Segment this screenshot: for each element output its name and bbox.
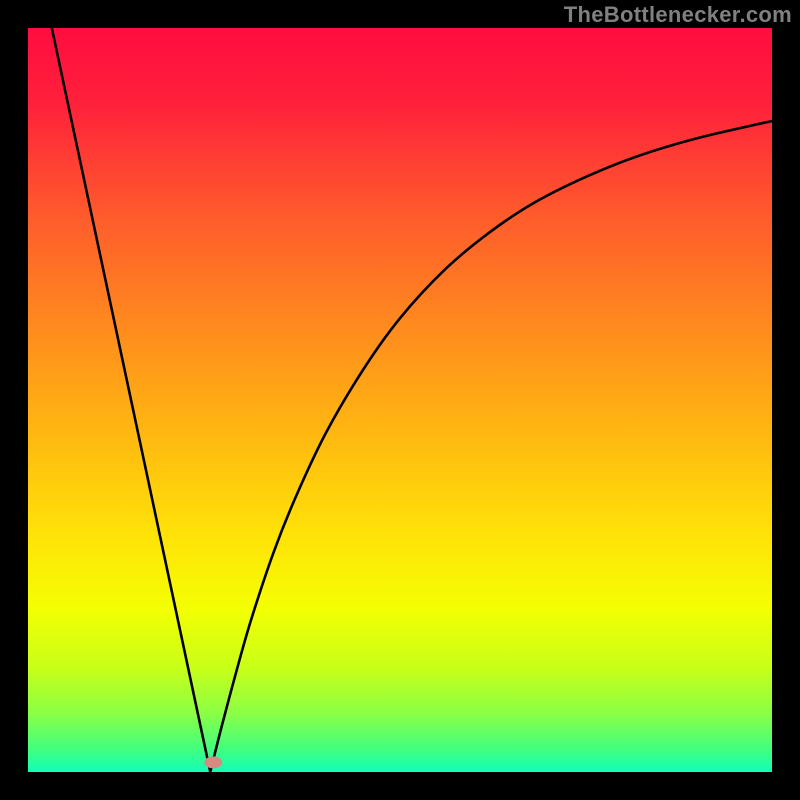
stage: TheBottlenecker.com [0,0,800,800]
chart-svg [0,0,800,800]
plot-area [28,28,772,772]
min-point-marker [204,756,222,768]
watermark-text: TheBottlenecker.com [564,2,792,28]
